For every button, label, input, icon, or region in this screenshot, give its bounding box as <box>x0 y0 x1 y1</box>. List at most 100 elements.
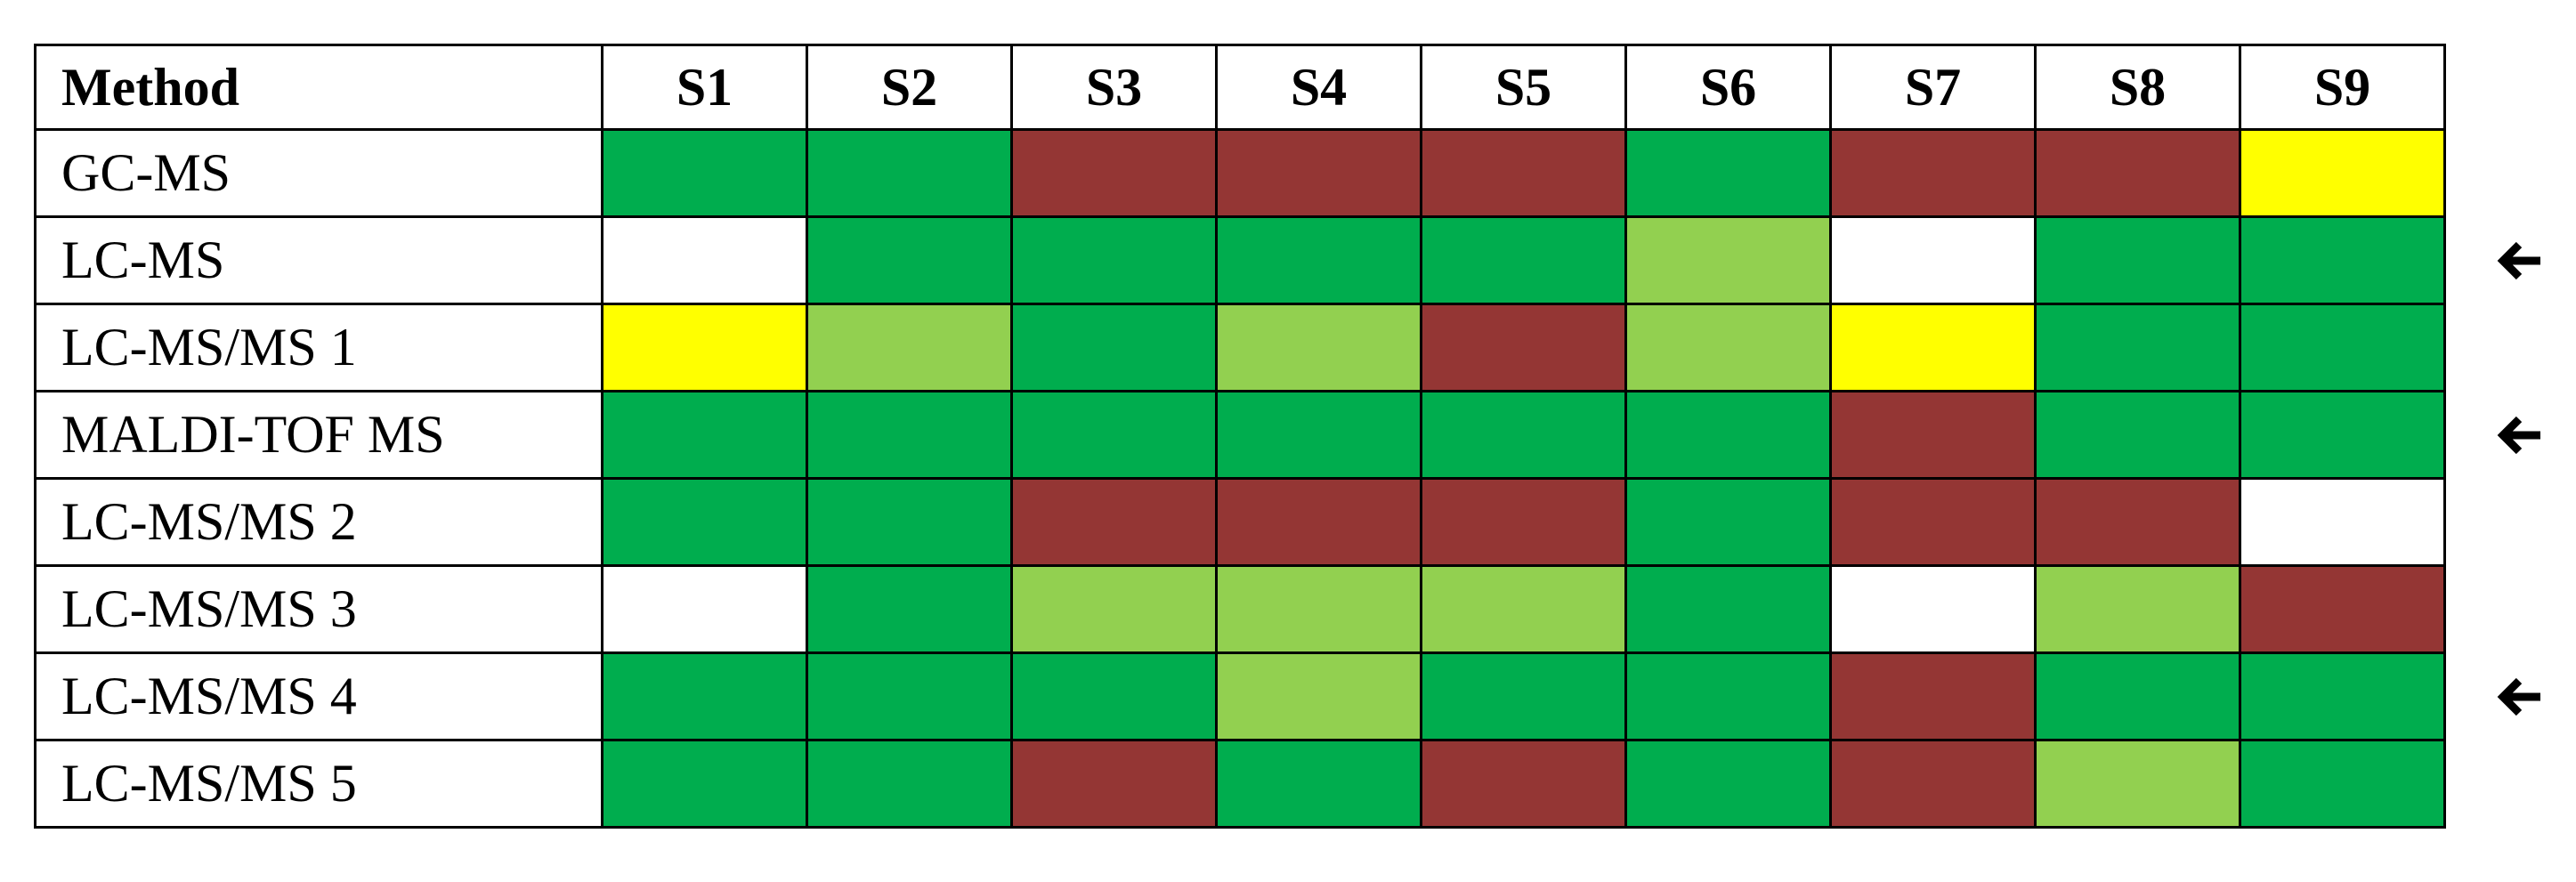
heatmap-cell <box>1215 303 1422 392</box>
heatmap-cell <box>2239 303 2446 392</box>
header-row: Method S1 S2 S3 S4 S5 S6 S7 S8 S9 <box>34 44 2446 131</box>
row-label: LC-MS <box>34 215 603 305</box>
heatmap-cell <box>1215 390 1422 480</box>
column-header: S9 <box>2239 44 2446 131</box>
heatmap-cell <box>1420 564 1627 654</box>
row-label: MALDI-TOF MS <box>34 390 603 480</box>
heatmap-cell <box>2034 390 2241 480</box>
heatmap-cell <box>2239 739 2446 829</box>
heatmap-cell <box>2239 215 2446 305</box>
method-column-header: Method <box>34 44 603 131</box>
table-row: LC-MS/MS 1 <box>34 303 2446 392</box>
heatmap-cell <box>806 477 1013 567</box>
heatmap-cell <box>1010 651 1218 741</box>
heatmap-cell <box>1624 215 1832 305</box>
heatmap-cell <box>601 390 808 480</box>
heatmap-cell <box>1624 128 1832 218</box>
heatmap-cell <box>1829 651 2037 741</box>
heatmap-cell <box>1829 215 2037 305</box>
table-row: MALDI-TOF MS <box>34 390 2446 480</box>
heatmap-cell <box>1624 564 1832 654</box>
column-header: S3 <box>1010 44 1218 131</box>
heatmap-cell <box>806 564 1013 654</box>
left-arrow-icon <box>2497 416 2540 454</box>
heatmap-cell <box>1420 303 1627 392</box>
heatmap-cell <box>2239 564 2446 654</box>
table-row: LC-MS/MS 3 <box>34 564 2446 654</box>
heatmap-cell <box>2034 739 2241 829</box>
heatmap-cell <box>1829 564 2037 654</box>
heatmap-cell <box>1010 128 1218 218</box>
heatmap-cell <box>1829 303 2037 392</box>
heatmap-cell <box>601 303 808 392</box>
table-row: GC-MS <box>34 128 2446 218</box>
heatmap-cell <box>1420 128 1627 218</box>
row-label: LC-MS/MS 1 <box>34 303 603 392</box>
heatmap-cell <box>1010 215 1218 305</box>
heatmap-cell <box>2239 651 2446 741</box>
table-row: LC-MS/MS 4 <box>34 651 2446 741</box>
column-header: S5 <box>1420 44 1627 131</box>
heatmap-cell <box>1215 739 1422 829</box>
heatmap-cell <box>1010 564 1218 654</box>
heatmap-cell <box>1215 564 1422 654</box>
table-row: LC-MS/MS 5 <box>34 739 2446 829</box>
heatmap-cell <box>2034 215 2241 305</box>
heatmap-cell <box>1624 390 1832 480</box>
arrow-column <box>2492 0 2546 882</box>
heatmap-cell <box>601 651 808 741</box>
heatmap-cell <box>1624 651 1832 741</box>
heatmap-cell <box>1010 477 1218 567</box>
heatmap-table: Method S1 S2 S3 S4 S5 S6 S7 S8 S9 GC-MS L… <box>34 44 2446 829</box>
left-arrow-icon <box>2497 241 2540 279</box>
heatmap-cell <box>601 564 808 654</box>
row-label: LC-MS/MS 4 <box>34 651 603 741</box>
heatmap-cell <box>806 303 1013 392</box>
heatmap-cell <box>1420 651 1627 741</box>
heatmap-cell <box>601 739 808 829</box>
heatmap-cell <box>2034 564 2241 654</box>
heatmap-cell <box>1624 477 1832 567</box>
row-label: LC-MS/MS 2 <box>34 477 603 567</box>
heatmap-cell <box>2034 303 2241 392</box>
heatmap-cell <box>806 390 1013 480</box>
column-header: S1 <box>601 44 808 131</box>
heatmap-cell <box>601 477 808 567</box>
heatmap-cell <box>1624 303 1832 392</box>
heatmap-cell <box>1215 651 1422 741</box>
heatmap-cell <box>601 128 808 218</box>
heatmap-cell <box>1420 215 1627 305</box>
heatmap-cell <box>806 215 1013 305</box>
column-header: S2 <box>806 44 1013 131</box>
column-header: S6 <box>1624 44 1832 131</box>
heatmap-cell <box>2034 477 2241 567</box>
row-label: GC-MS <box>34 128 603 218</box>
heatmap-cell <box>1215 477 1422 567</box>
left-arrow-icon <box>2497 677 2540 716</box>
heatmap-cell <box>2034 651 2241 741</box>
heatmap-cell <box>1829 390 2037 480</box>
table-row: LC-MS/MS 2 <box>34 477 2446 567</box>
heatmap-cell <box>1420 477 1627 567</box>
table-row: LC-MS <box>34 215 2446 305</box>
heatmap-cell <box>806 651 1013 741</box>
heatmap-cell <box>806 739 1013 829</box>
column-header: S4 <box>1215 44 1422 131</box>
heatmap-body: GC-MS LC-MS LC-MS/MS 1 MALDI-TOF MS LC-MS/MS… <box>34 128 2446 829</box>
heatmap-cell <box>1215 215 1422 305</box>
row-label: LC-MS/MS 5 <box>34 739 603 829</box>
heatmap-cell <box>2239 477 2446 567</box>
heatmap-cell <box>1420 390 1627 480</box>
heatmap-cell <box>1010 739 1218 829</box>
column-header: S7 <box>1829 44 2037 131</box>
heatmap-cell <box>1829 128 2037 218</box>
heatmap-cell <box>1624 739 1832 829</box>
heatmap-cell <box>1215 128 1422 218</box>
row-label: LC-MS/MS 3 <box>34 564 603 654</box>
heatmap-cell <box>1829 477 2037 567</box>
heatmap-cell <box>2239 390 2446 480</box>
heatmap-cell <box>806 128 1013 218</box>
heatmap-cell <box>2239 128 2446 218</box>
heatmap-cell <box>2034 128 2241 218</box>
heatmap-cell <box>601 215 808 305</box>
